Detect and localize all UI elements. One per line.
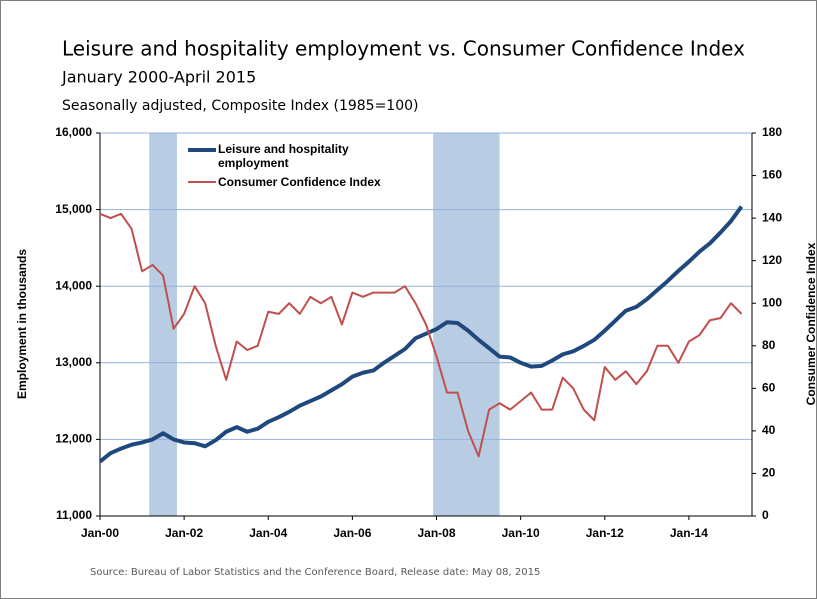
- y-tick-label: 14,000: [55, 278, 92, 292]
- chart-note: Seasonally adjusted, Composite Index (19…: [62, 98, 418, 114]
- legend-label: Consumer Confidence Index: [218, 175, 381, 189]
- legend-item: Consumer Confidence Index: [188, 175, 398, 189]
- y2-tick-label: 20: [762, 466, 776, 480]
- y-tick-label: 16,000: [55, 125, 92, 139]
- y-axis-label: Employment in thousands: [15, 249, 29, 399]
- x-tick-label: Jan-08: [418, 526, 456, 540]
- y-tick-label: 13,000: [55, 355, 92, 369]
- y-tick-label: 15,000: [55, 202, 92, 216]
- y2-axis-label: Consumer Confidence Index: [804, 242, 817, 405]
- x-tick-label: Jan-12: [586, 526, 624, 540]
- legend-label: Leisure and hospitality employment: [218, 142, 349, 170]
- y2-tick-label: 160: [762, 168, 782, 182]
- y-tick-label: 12,000: [55, 432, 92, 446]
- y2-tick-label: 80: [762, 338, 776, 352]
- y2-tick-label: 140: [762, 210, 782, 224]
- x-tick-label: Jan-10: [502, 526, 540, 540]
- y2-tick-label: 60: [762, 381, 776, 395]
- x-tick-label: Jan-06: [333, 526, 371, 540]
- y2-tick-label: 0: [762, 508, 769, 522]
- series-line: [98, 205, 744, 464]
- series-line: [99, 212, 743, 458]
- legend: Leisure and hospitality employment Consum…: [188, 142, 398, 194]
- y2-tick-label: 180: [762, 125, 782, 139]
- legend-item: Leisure and hospitality employment: [188, 142, 398, 170]
- source: Source: Bureau of Labor Statistics and t…: [90, 567, 540, 578]
- chart-subtitle: January 2000-April 2015: [61, 68, 256, 87]
- legend-swatch: [188, 148, 216, 152]
- x-tick-label: Jan-14: [670, 526, 708, 540]
- y-tick-label: 11,000: [56, 508, 92, 522]
- legend-swatch: [188, 181, 216, 183]
- x-tick-label: Jan-02: [165, 526, 203, 540]
- x-tick-label: Jan-00: [81, 526, 119, 540]
- x-tick-label: Jan-04: [249, 526, 287, 540]
- y2-tick-label: 40: [762, 423, 776, 437]
- y2-tick-label: 120: [762, 253, 782, 267]
- chart-title: Leisure and hospitality employment vs. C…: [62, 37, 745, 61]
- y2-tick-label: 100: [762, 295, 782, 309]
